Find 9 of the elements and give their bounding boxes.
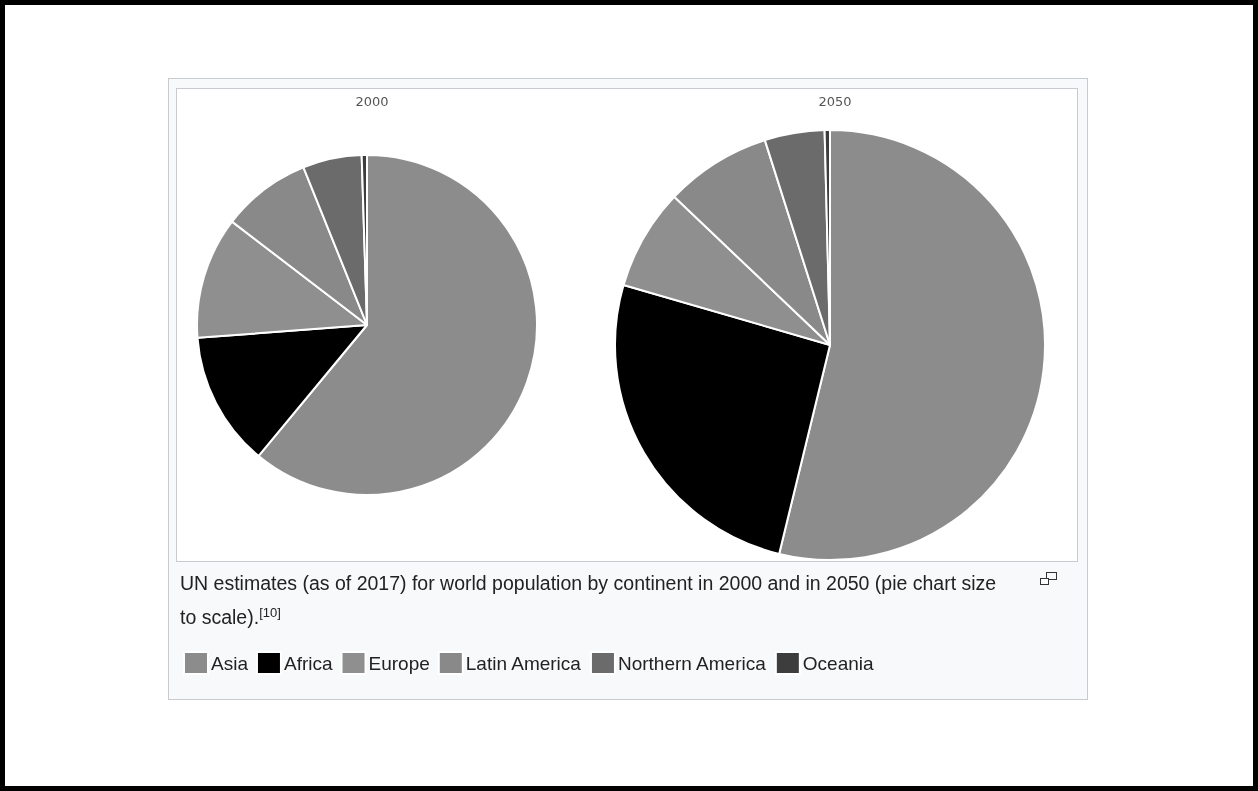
legend-label: Oceania (802, 652, 875, 674)
legend-label: Asia (211, 652, 249, 674)
slice-label: 2000 (355, 94, 389, 109)
legend-label: Northern America (617, 652, 767, 674)
legend-label: Latin America (465, 652, 582, 674)
legend-label: Europe (368, 652, 430, 674)
slice-label: 2050 (818, 94, 852, 109)
text: UN estimates (as of 2017) for world population by continent in 2000 and in 2050 (pie chart size to scale).$^{[10]}$ (180, 571, 998, 630)
legend-label: Africa (283, 652, 333, 674)
